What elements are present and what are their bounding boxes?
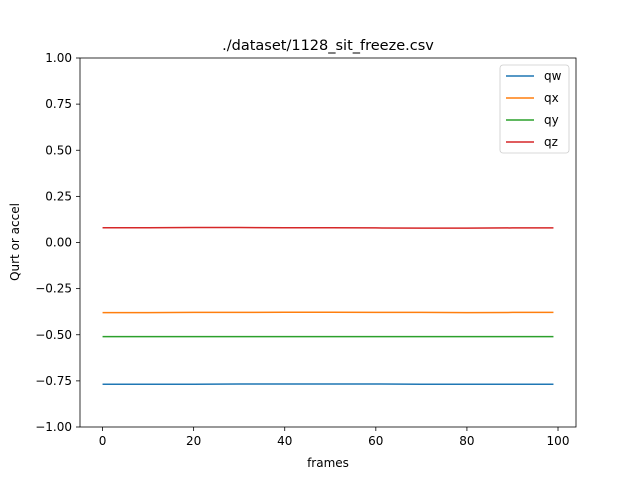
x-axis-label: frames [307,456,349,470]
legend-label-qw: qw [544,69,562,83]
y-tick-label: 0.25 [45,189,72,203]
legend-box [499,64,570,154]
y-axis: −1.00 −0.75 −0.50 −0.25 0.00 0.25 0.50 0.75 1.00 [35,51,80,434]
legend-label-qz: qz [544,135,558,149]
y-tick-label: 0.75 [45,97,72,111]
y-tick-label: −0.25 [35,282,72,296]
x-tick-label: 40 [277,434,292,448]
y-tick-label: 1.00 [45,51,72,65]
x-tick-label: 60 [368,434,383,448]
y-axis-label: Qurt or accel [8,203,22,281]
x-tick-label: 0 [99,434,107,448]
y-tick-label: 0.00 [45,236,72,250]
x-axis: 0 20 40 60 80 100 [99,427,570,448]
y-tick-label: −0.75 [35,374,72,388]
x-tick-label: 80 [459,434,474,448]
series-line-qz [102,226,554,229]
legend-label-qx: qx [544,91,559,105]
x-tick-label: 20 [186,434,201,448]
y-tick-label: 0.50 [45,143,72,157]
legend-label-qy: qy [544,113,559,127]
chart-title: ./dataset/1128_sit_freeze.csv [222,38,434,54]
legend: qw qx qy qz [499,64,570,154]
x-tick-label: 100 [547,434,570,448]
y-tick-label: −1.00 [35,420,72,434]
series-lines [102,226,554,385]
y-tick-label: −0.50 [35,328,72,342]
